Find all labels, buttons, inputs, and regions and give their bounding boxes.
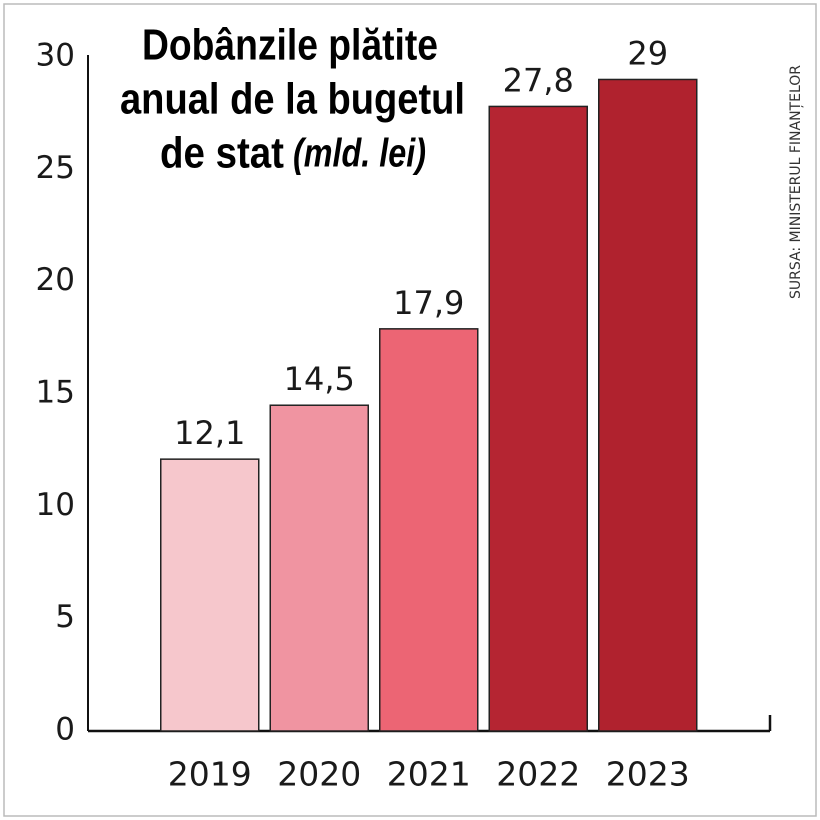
- bar: [379, 328, 479, 732]
- y-tick-label: 30: [36, 38, 75, 74]
- value-label: 17,9: [393, 284, 464, 322]
- x-tick-label: 2020: [277, 755, 361, 794]
- chart-title: Dobânzile plătite: [142, 21, 438, 70]
- x-tick-label: 2021: [387, 755, 471, 794]
- y-tick-label: 0: [55, 712, 75, 748]
- y-tick-label: 5: [55, 599, 75, 635]
- chart-title: anual de la bugetul: [120, 75, 465, 124]
- bar: [269, 404, 369, 732]
- bar: [160, 458, 260, 732]
- source: SURSA: MINISTERUL FINANȚELOR: [788, 65, 804, 299]
- value-label: 12,1: [174, 414, 245, 452]
- x-tick-label: 2019: [168, 755, 252, 794]
- x-tick-label: 2022: [496, 755, 580, 794]
- y-tick-label: 25: [36, 150, 75, 186]
- y-tick-label: 15: [36, 375, 75, 411]
- chart-title: de stat: [160, 129, 284, 178]
- x-tick-label: 2023: [606, 755, 690, 794]
- y-tick-label: 10: [36, 487, 75, 523]
- chart-subtitle: (mld. lei): [293, 132, 426, 176]
- value-label: 27,8: [503, 61, 574, 99]
- value-label: 29: [627, 34, 668, 72]
- bar: [488, 105, 588, 732]
- bar: [598, 78, 698, 732]
- y-tick-label: 20: [36, 262, 75, 298]
- value-label: 14,5: [284, 360, 355, 398]
